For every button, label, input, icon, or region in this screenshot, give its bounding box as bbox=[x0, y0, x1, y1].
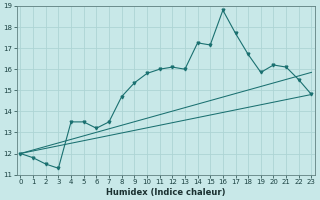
X-axis label: Humidex (Indice chaleur): Humidex (Indice chaleur) bbox=[106, 188, 226, 197]
